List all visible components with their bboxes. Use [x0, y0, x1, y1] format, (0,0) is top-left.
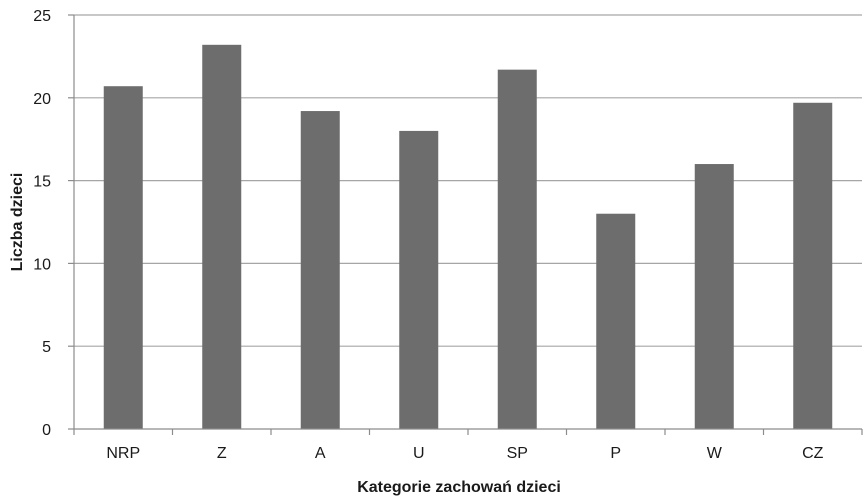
y-tick-label: 20	[33, 91, 51, 108]
x-tick-label: CZ	[802, 445, 824, 462]
y-tick-label: 15	[33, 174, 51, 191]
x-tick-labels: NRP Z A U SP P W CZ	[106, 445, 823, 462]
bar-a	[300, 111, 340, 429]
bar-z	[202, 44, 242, 430]
bar-p	[596, 213, 636, 429]
bars	[103, 44, 833, 430]
y-tick-label: 5	[42, 339, 51, 356]
x-tick-label: P	[610, 445, 621, 462]
bar-u	[399, 130, 439, 430]
y-tick-label: 10	[33, 256, 51, 273]
axes	[68, 14, 863, 435]
x-tick-label: A	[315, 445, 326, 462]
y-tick-labels: 0 5 10 15 20 25	[33, 8, 51, 439]
x-tick-label: NRP	[106, 445, 140, 462]
x-axis-label: Kategorie zachowań dzieci	[357, 479, 561, 496]
bar-cz	[793, 102, 833, 429]
bar-sp	[497, 69, 537, 429]
x-tick-label: U	[413, 445, 425, 462]
y-tick-label: 0	[42, 422, 51, 439]
x-tick-label: W	[707, 445, 723, 462]
y-axis-label: Liczba dzieci	[9, 173, 26, 272]
y-tick-label: 25	[33, 8, 51, 25]
x-tick-label: Z	[217, 445, 227, 462]
x-tick-label: SP	[507, 445, 528, 462]
bar-nrp	[103, 86, 143, 429]
gridlines	[74, 14, 862, 347]
bar-w	[694, 164, 734, 430]
